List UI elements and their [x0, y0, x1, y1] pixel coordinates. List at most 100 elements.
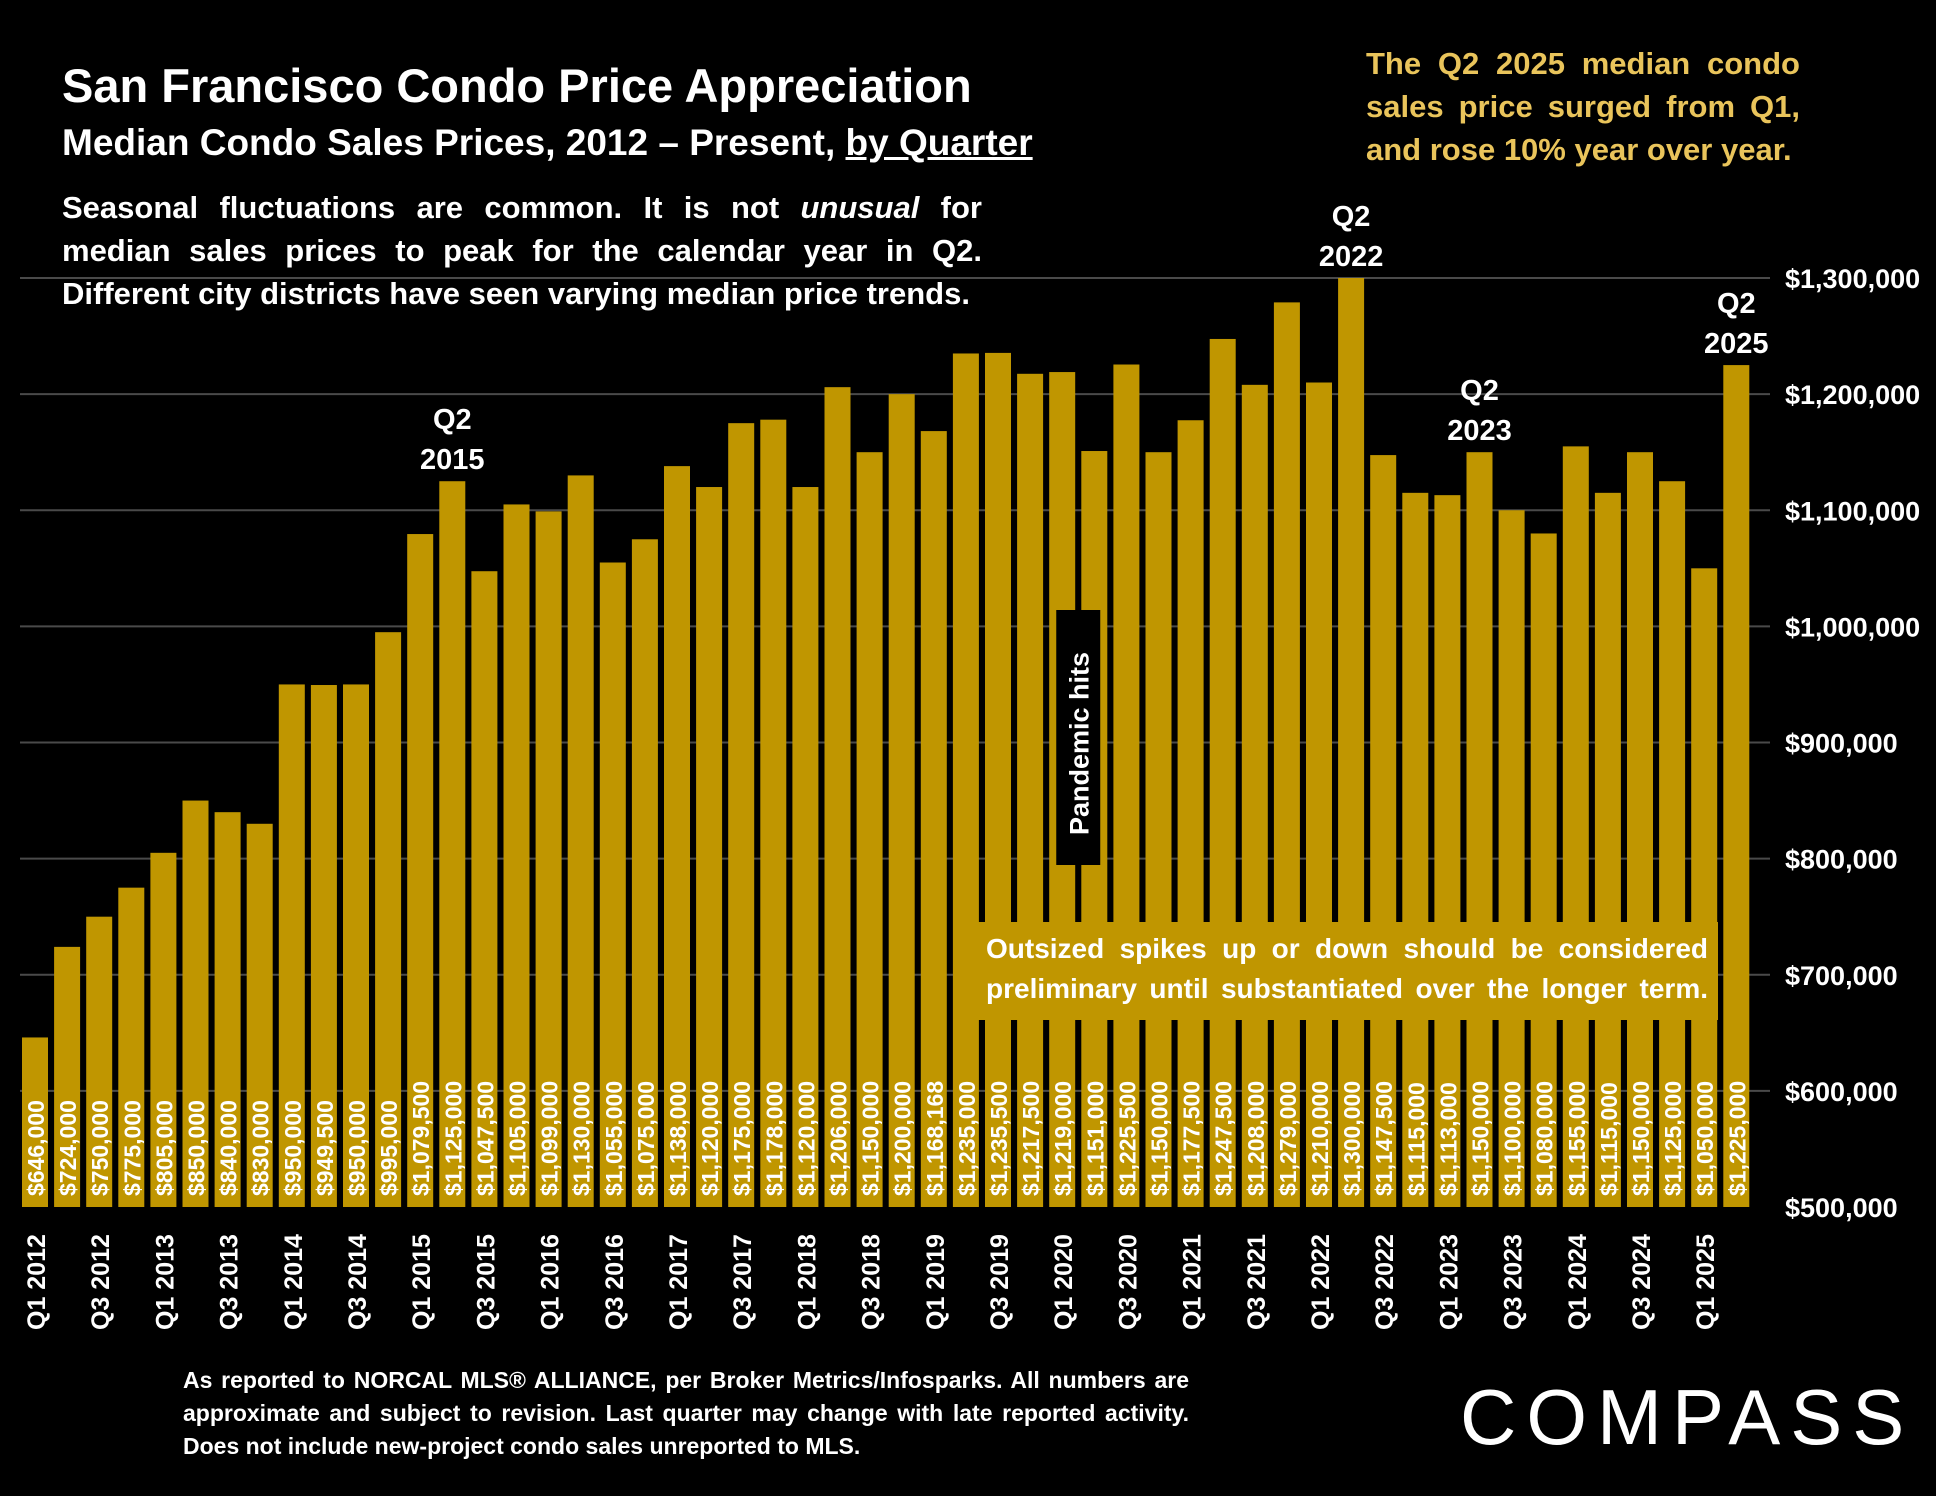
- data-label: $1,150,000: [858, 1081, 884, 1196]
- data-label: $1,055,000: [601, 1081, 627, 1196]
- data-label: $1,178,000: [761, 1081, 787, 1196]
- x-tick-label: Q3 2018: [858, 1234, 886, 1330]
- data-label: $1,208,000: [1243, 1081, 1269, 1196]
- callout-line-1: Outsized spikes up or down should be con…: [986, 933, 1708, 964]
- x-tick-label: Q1 2018: [793, 1234, 821, 1330]
- bar: [278, 684, 305, 1207]
- data-label: $1,235,500: [986, 1081, 1012, 1196]
- bar: [343, 684, 369, 1207]
- data-label: $1,177,500: [1179, 1081, 1205, 1196]
- data-label: $1,113,000: [1435, 1082, 1461, 1196]
- bar: [1209, 338, 1236, 1207]
- annotation-year: 2025: [1704, 328, 1769, 360]
- data-label: $750,000: [87, 1100, 113, 1196]
- data-label: $1,150,000: [1468, 1081, 1494, 1196]
- bar: [1370, 455, 1397, 1207]
- data-label: $1,100,000: [1500, 1081, 1526, 1196]
- bar: [1402, 492, 1429, 1207]
- pandemic-marker: Pandemic hits: [1056, 610, 1101, 865]
- x-tick-label: Q3 2022: [1371, 1234, 1399, 1330]
- bar: [888, 394, 915, 1207]
- data-label: $1,168,168: [922, 1081, 948, 1196]
- x-tick-label: Q1 2021: [1179, 1234, 1207, 1330]
- data-label: $1,206,000: [826, 1081, 852, 1196]
- bar: [471, 571, 498, 1207]
- bar: [86, 916, 113, 1207]
- x-tick-label: Q1 2019: [922, 1234, 950, 1330]
- data-label: $1,217,500: [1018, 1081, 1044, 1196]
- bars: [22, 278, 1750, 1208]
- data-label: $1,080,000: [1532, 1081, 1558, 1196]
- bar: [214, 812, 241, 1207]
- y-tick-label: $1,300,000: [1785, 264, 1920, 294]
- data-label: $1,120,000: [793, 1081, 819, 1196]
- x-axis-labels: Q1 2012 Q3 2012 Q1 2013 Q3 2013 Q1 2014 Q3 20…: [23, 1234, 1720, 1330]
- annotation-quarter: Q2: [1460, 375, 1499, 407]
- compass-logo: COMPASS: [1460, 1373, 1915, 1461]
- subtitle-underlined: by Quarter: [845, 122, 1033, 163]
- x-tick-label: Q1 2015: [408, 1234, 436, 1330]
- data-label: $724,000: [55, 1100, 81, 1196]
- data-label: $1,079,500: [408, 1081, 434, 1196]
- annotation-year: 2022: [1319, 241, 1384, 273]
- bar: [22, 1037, 48, 1207]
- y-tick-label: $700,000: [1785, 961, 1898, 991]
- y-tick-label: $500,000: [1785, 1193, 1898, 1223]
- bar: [310, 685, 337, 1207]
- data-label: $1,125,000: [1660, 1081, 1686, 1196]
- q2-2025-note: The Q2 2025 median condo sales price sur…: [1366, 46, 1800, 167]
- x-tick-label: Q3 2024: [1628, 1234, 1656, 1330]
- y-tick-label: $800,000: [1785, 845, 1898, 875]
- data-label: $850,000: [184, 1100, 210, 1196]
- data-label: $840,000: [216, 1100, 242, 1196]
- x-tick-label: Q3 2014: [344, 1234, 372, 1330]
- y-tick-label: $1,200,000: [1785, 380, 1920, 410]
- seasonal-note-post: for median sales prices to peak for the …: [62, 190, 982, 311]
- x-tick-label: Q1 2024: [1564, 1234, 1592, 1330]
- bar: [375, 632, 402, 1207]
- x-tick-label: Q3 2019: [986, 1234, 1014, 1330]
- data-label: $1,300,000: [1339, 1081, 1365, 1196]
- bar: [246, 823, 273, 1207]
- bar: [1659, 481, 1686, 1207]
- data-label: $1,115,000: [1596, 1082, 1622, 1196]
- bar-annotations: Q2 2015 Q2 2022 Q2 2023 Q2 2025: [420, 201, 1769, 476]
- y-tick-label: $600,000: [1785, 1077, 1898, 1107]
- bar: [728, 423, 755, 1207]
- x-tick-label: Q1 2014: [280, 1234, 308, 1330]
- source-footnote: As reported to NORCAL MLS® ALLIANCE, per…: [183, 1367, 1189, 1459]
- x-tick-label: Q1 2013: [151, 1234, 179, 1330]
- data-label: $1,115,000: [1403, 1082, 1429, 1196]
- data-label: $1,150,000: [1628, 1081, 1654, 1196]
- data-label: $646,000: [23, 1100, 49, 1196]
- bar: [824, 387, 851, 1208]
- bar: [118, 887, 145, 1207]
- data-label: $1,151,000: [1082, 1081, 1108, 1196]
- x-tick-label: Q1 2025: [1692, 1234, 1720, 1330]
- bar: [1273, 302, 1300, 1208]
- data-label: $1,210,000: [1307, 1081, 1333, 1196]
- x-tick-label: Q1 2016: [537, 1234, 565, 1330]
- data-label: $1,279,000: [1275, 1081, 1301, 1196]
- x-tick-label: Q3 2020: [1114, 1234, 1142, 1330]
- bar: [1594, 492, 1621, 1207]
- bar: [1177, 420, 1204, 1207]
- data-label: $1,225,000: [1724, 1081, 1750, 1196]
- bar: [1113, 364, 1140, 1207]
- bar: [1498, 510, 1525, 1207]
- data-label: $1,099,000: [537, 1081, 563, 1196]
- x-tick-label: Q3 2021: [1243, 1234, 1271, 1330]
- annotation-quarter: Q2: [1717, 288, 1756, 320]
- bar: [1530, 533, 1557, 1207]
- x-tick-label: Q1 2023: [1435, 1234, 1463, 1330]
- x-tick-label: Q3 2012: [87, 1234, 115, 1330]
- bar: [631, 539, 658, 1207]
- x-tick-label: Q3 2013: [216, 1234, 244, 1330]
- bar: [920, 431, 947, 1207]
- bar: [1241, 384, 1268, 1208]
- annotation-year: 2015: [420, 444, 485, 476]
- x-tick-label: Q3 2017: [729, 1234, 757, 1330]
- seasonal-note-pre: Seasonal fluctuations are common. It is …: [62, 190, 801, 225]
- data-label: $1,225,500: [1114, 1081, 1140, 1196]
- bar: [182, 800, 209, 1207]
